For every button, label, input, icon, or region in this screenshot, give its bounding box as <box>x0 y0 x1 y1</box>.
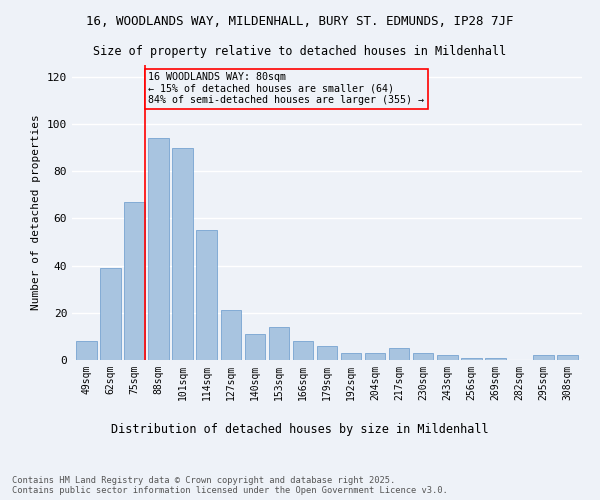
Bar <box>148 138 169 360</box>
Y-axis label: Number of detached properties: Number of detached properties <box>31 114 41 310</box>
Bar <box>245 334 265 360</box>
Bar <box>485 358 506 360</box>
Bar <box>172 148 193 360</box>
Bar <box>533 356 554 360</box>
Text: Contains HM Land Registry data © Crown copyright and database right 2025.
Contai: Contains HM Land Registry data © Crown c… <box>12 476 448 495</box>
Bar <box>221 310 241 360</box>
Bar <box>124 202 145 360</box>
Bar <box>196 230 217 360</box>
Text: Size of property relative to detached houses in Mildenhall: Size of property relative to detached ho… <box>94 45 506 58</box>
Bar <box>293 341 313 360</box>
Bar <box>389 348 409 360</box>
Bar <box>437 356 458 360</box>
Bar <box>341 353 361 360</box>
Bar <box>76 341 97 360</box>
Bar <box>317 346 337 360</box>
Bar <box>269 327 289 360</box>
Bar <box>557 356 578 360</box>
Text: 16, WOODLANDS WAY, MILDENHALL, BURY ST. EDMUNDS, IP28 7JF: 16, WOODLANDS WAY, MILDENHALL, BURY ST. … <box>86 15 514 28</box>
Bar <box>413 353 433 360</box>
Bar <box>365 353 385 360</box>
Text: Distribution of detached houses by size in Mildenhall: Distribution of detached houses by size … <box>111 422 489 436</box>
Text: 16 WOODLANDS WAY: 80sqm
← 15% of detached houses are smaller (64)
84% of semi-de: 16 WOODLANDS WAY: 80sqm ← 15% of detache… <box>148 72 424 106</box>
Bar <box>461 358 482 360</box>
Bar <box>100 268 121 360</box>
